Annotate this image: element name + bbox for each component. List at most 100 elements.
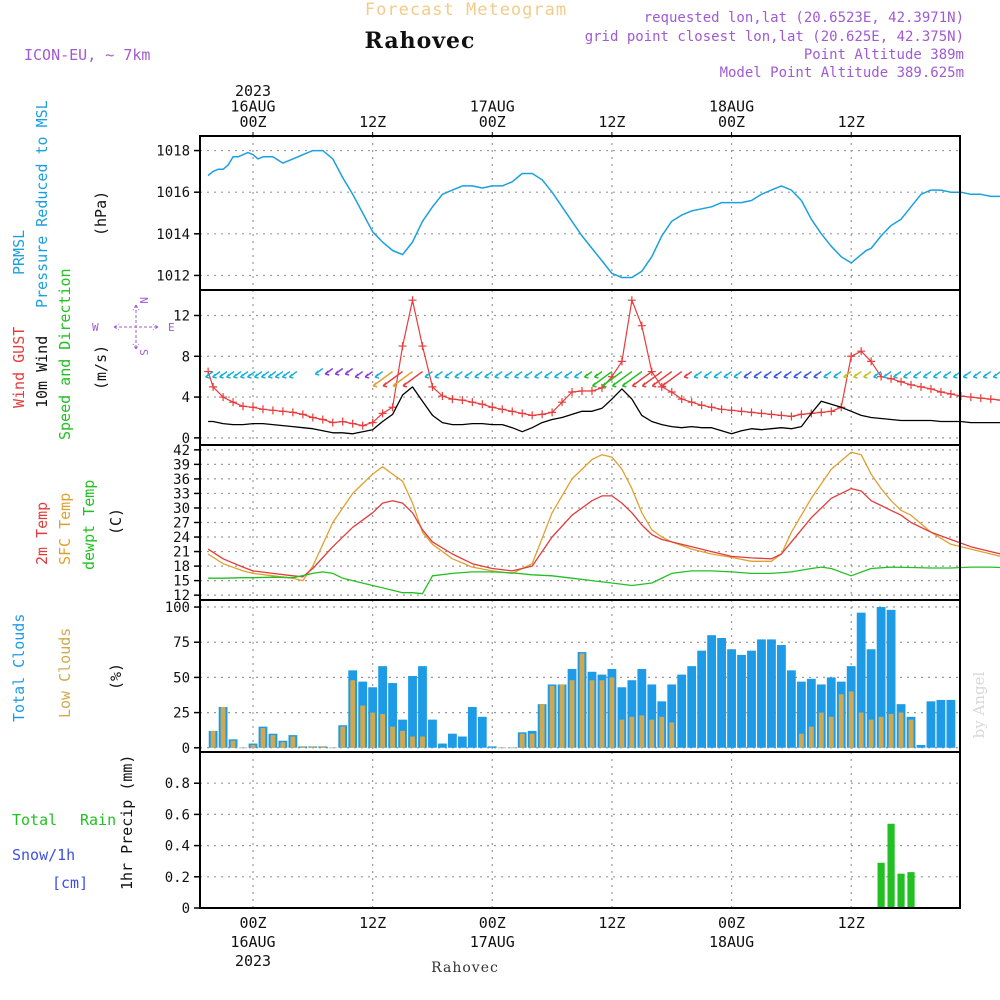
low-cloud-bar [280, 742, 286, 748]
wind-direction-arrow [912, 370, 922, 379]
time-label-bottom: 17AUG [470, 933, 515, 951]
dewpt-line [208, 566, 1000, 595]
total-cloud-bar [866, 649, 876, 748]
wind-direction-arrow [324, 367, 334, 376]
total-cloud-bar [826, 677, 836, 748]
low-cloud-bar [808, 726, 814, 748]
wind-direction-arrow [464, 370, 473, 379]
gust-marker [817, 408, 826, 417]
y-tick-label: 33 [173, 486, 190, 502]
total-cloud-bar [916, 744, 926, 748]
low-cloud-bar [300, 746, 306, 748]
wind-direction-arrow [902, 370, 912, 379]
low-cloud-bar [350, 680, 356, 748]
time-label-bottom: 18AUG [709, 933, 754, 951]
wind-direction-arrow [212, 370, 221, 379]
gust-marker [229, 398, 238, 407]
gust-marker [368, 418, 377, 427]
gust-marker [687, 398, 696, 407]
wind-direction-arrow [372, 370, 394, 388]
gust-marker [637, 321, 646, 330]
wind-direction-arrow [392, 370, 413, 388]
y-tick-label: 36 [173, 472, 190, 488]
wind-direction-arrow [573, 370, 583, 379]
gust-marker [528, 411, 537, 420]
wind-direction-arrow [226, 370, 235, 379]
y-tick-label: 24 [173, 530, 190, 546]
wind-direction-arrow [354, 370, 364, 379]
y-tick-label: 27 [173, 516, 190, 532]
time-label-top: 12Z [838, 113, 865, 131]
wind-direction-arrow [239, 370, 249, 379]
time-label-bottom: 00Z [479, 914, 506, 932]
total-cloud-bar [617, 687, 627, 748]
low-cloud-bar [559, 684, 565, 748]
wind-direction-arrow [591, 370, 613, 388]
total-cloud-bar [856, 612, 866, 748]
wind-direction-arrow [564, 370, 573, 379]
wind-direction-arrow [444, 370, 453, 379]
total-cloud-bar [767, 639, 776, 748]
low-cloud-bar [519, 733, 525, 748]
wind-direction-arrow [514, 370, 523, 379]
y-tick-label: 1018 [156, 144, 190, 160]
total-cloud-bar [786, 670, 796, 748]
low-cloud-bar [320, 746, 326, 748]
gust-marker [249, 403, 257, 412]
wind-direction-arrow [593, 370, 603, 379]
wind-direction-arrow [601, 370, 623, 388]
time-label-top: 12Z [359, 113, 386, 131]
gust-marker [288, 408, 297, 417]
location-title: Rahovec [365, 28, 476, 54]
gust-marker [348, 419, 357, 428]
point-altitude: Point Altitude 389m [804, 47, 964, 63]
y-tick-label: 1016 [156, 185, 190, 201]
wind-direction-arrow [803, 370, 812, 379]
wind-direction-arrow [554, 370, 563, 379]
low-cloud-bar [828, 716, 834, 748]
wind-direction-arrow [274, 370, 284, 379]
total-clouds-label: Total Clouds [10, 614, 28, 722]
total-cloud-bar [737, 654, 746, 748]
temp-2m-label: 2m Temp [33, 502, 51, 565]
gust-marker [548, 408, 557, 417]
y-tick-label: 0.4 [165, 839, 190, 855]
gridpoint-coords: grid point closest lon,lat (20.625E, 42.… [585, 29, 964, 45]
wind-direction-arrow [773, 370, 782, 379]
gust-marker [677, 395, 686, 404]
gust-marker [966, 393, 975, 402]
low-cloud-bar [360, 705, 366, 748]
gust-marker [667, 387, 676, 396]
wind-direction-arrow [631, 370, 653, 388]
gust-marker [278, 407, 287, 416]
low-cloud-bar [380, 714, 386, 748]
gust-marker [747, 408, 756, 417]
wind-direction-arrow [267, 370, 277, 379]
gust-marker [926, 384, 935, 393]
total-cloud-bar [936, 699, 946, 748]
total-cloud-bar [428, 719, 437, 748]
gust-marker [518, 409, 527, 418]
gust-marker [777, 411, 786, 420]
y-tick-label: 100 [165, 600, 190, 616]
time-label-top: 16AUG [230, 98, 275, 116]
total-cloud-bar [448, 733, 457, 748]
rain-label: Rain [80, 811, 116, 829]
snow-label: Snow/1h [12, 846, 75, 864]
y-tick-label: 50 [173, 670, 190, 686]
temp-units: (C) [107, 508, 125, 535]
gust-marker [986, 395, 995, 404]
gust-marker [887, 374, 896, 383]
gust-marker [827, 407, 836, 416]
gust-marker [468, 398, 477, 407]
time-label-top: 12Z [598, 113, 625, 131]
low-cloud-bar [290, 736, 296, 748]
gust-marker [408, 296, 417, 305]
low-cloud-bar [410, 736, 415, 748]
wind-direction-arrow [205, 370, 214, 379]
y-tick-label: 18 [173, 559, 190, 575]
low-cloud-bar [210, 730, 216, 748]
gust-label: Wind GUST [10, 327, 28, 408]
time-label-bottom: 16AUG [230, 933, 275, 951]
